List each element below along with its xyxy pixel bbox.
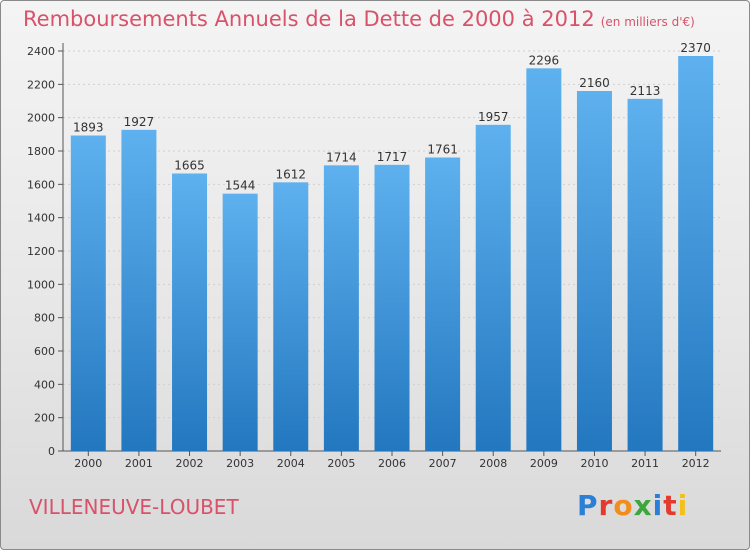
value-label-2002: 1665	[174, 159, 205, 173]
bar-2011	[627, 98, 663, 451]
chart-subtitle: (en milliers d'€)	[600, 15, 695, 29]
bar-2012	[678, 56, 714, 451]
y-tick-label: 1000	[27, 278, 55, 291]
logo-letter: x	[633, 489, 653, 522]
location-name: VILLENEUVE-LOUBET	[29, 495, 239, 519]
x-tick-label-2002: 2002	[176, 457, 204, 470]
value-label-2006: 1717	[377, 150, 408, 164]
chart-title: Remboursements Annuels de la Dette de 20…	[23, 7, 695, 31]
x-tick-label-2005: 2005	[327, 457, 355, 470]
logo-letter: o	[613, 489, 634, 522]
value-label-2010: 2160	[579, 76, 610, 90]
y-tick-label: 200	[34, 412, 55, 425]
x-tick-label-2001: 2001	[125, 457, 153, 470]
bar-2002	[172, 173, 208, 451]
bar-2001	[121, 129, 157, 452]
logo-letter: P	[577, 489, 599, 522]
x-tick-label-2011: 2011	[631, 457, 659, 470]
value-label-2005: 1714	[326, 150, 357, 164]
y-tick-label: 400	[34, 378, 55, 391]
logo-letter: r	[598, 489, 614, 522]
bar-2004	[273, 182, 309, 452]
logo-letter: t	[663, 489, 678, 522]
value-label-2003: 1544	[225, 179, 256, 193]
bar-2007	[425, 157, 461, 451]
y-tick-label: 0	[48, 445, 55, 458]
x-tick-label-2007: 2007	[429, 457, 457, 470]
chart-title-text: Remboursements Annuels de la Dette de 20…	[23, 7, 595, 31]
value-label-2004: 1612	[275, 167, 306, 181]
bar-2008	[475, 124, 511, 451]
y-tick-label: 2000	[27, 112, 55, 125]
y-tick-label: 1600	[27, 178, 55, 191]
value-label-2012: 2370	[680, 41, 711, 55]
bar-2009	[526, 68, 562, 451]
logo-letter: i	[652, 489, 664, 522]
bar-2010	[576, 91, 612, 451]
value-label-2000: 1893	[73, 121, 104, 135]
value-label-2008: 1957	[478, 110, 509, 124]
x-tick-label-2012: 2012	[682, 457, 710, 470]
bars	[70, 56, 714, 452]
bar-2000	[70, 135, 106, 451]
value-label-2009: 2296	[529, 53, 560, 67]
bar-2006	[374, 164, 410, 452]
y-tick-label: 600	[34, 345, 55, 358]
x-tick-label-2006: 2006	[378, 457, 406, 470]
logo-letter: i	[677, 489, 689, 522]
x-tick-label-2004: 2004	[277, 457, 305, 470]
y-tick-label: 2200	[27, 78, 55, 91]
bar-2005	[323, 165, 359, 452]
proxiti-logo: Proxiti	[577, 489, 688, 522]
labels: 0 200 400 600 800 1000 1200 1400 1600 1800 2000 220…	[27, 41, 711, 470]
y-tick-label: 1400	[27, 212, 55, 225]
x-tick-label-2008: 2008	[479, 457, 507, 470]
y-tick-label: 1200	[27, 245, 55, 258]
x-tick-label-2010: 2010	[580, 457, 608, 470]
x-tick-label-2003: 2003	[226, 457, 254, 470]
y-tick-label: 800	[34, 312, 55, 325]
bar-2003	[222, 193, 258, 451]
x-tick-label-2009: 2009	[530, 457, 558, 470]
y-tick-label: 2400	[27, 45, 55, 58]
value-label-2007: 1761	[427, 143, 458, 157]
y-tick-label: 1800	[27, 145, 55, 158]
value-label-2001: 1927	[124, 115, 155, 129]
value-label-2011: 2113	[630, 84, 661, 98]
x-tick-label-2000: 2000	[74, 457, 102, 470]
